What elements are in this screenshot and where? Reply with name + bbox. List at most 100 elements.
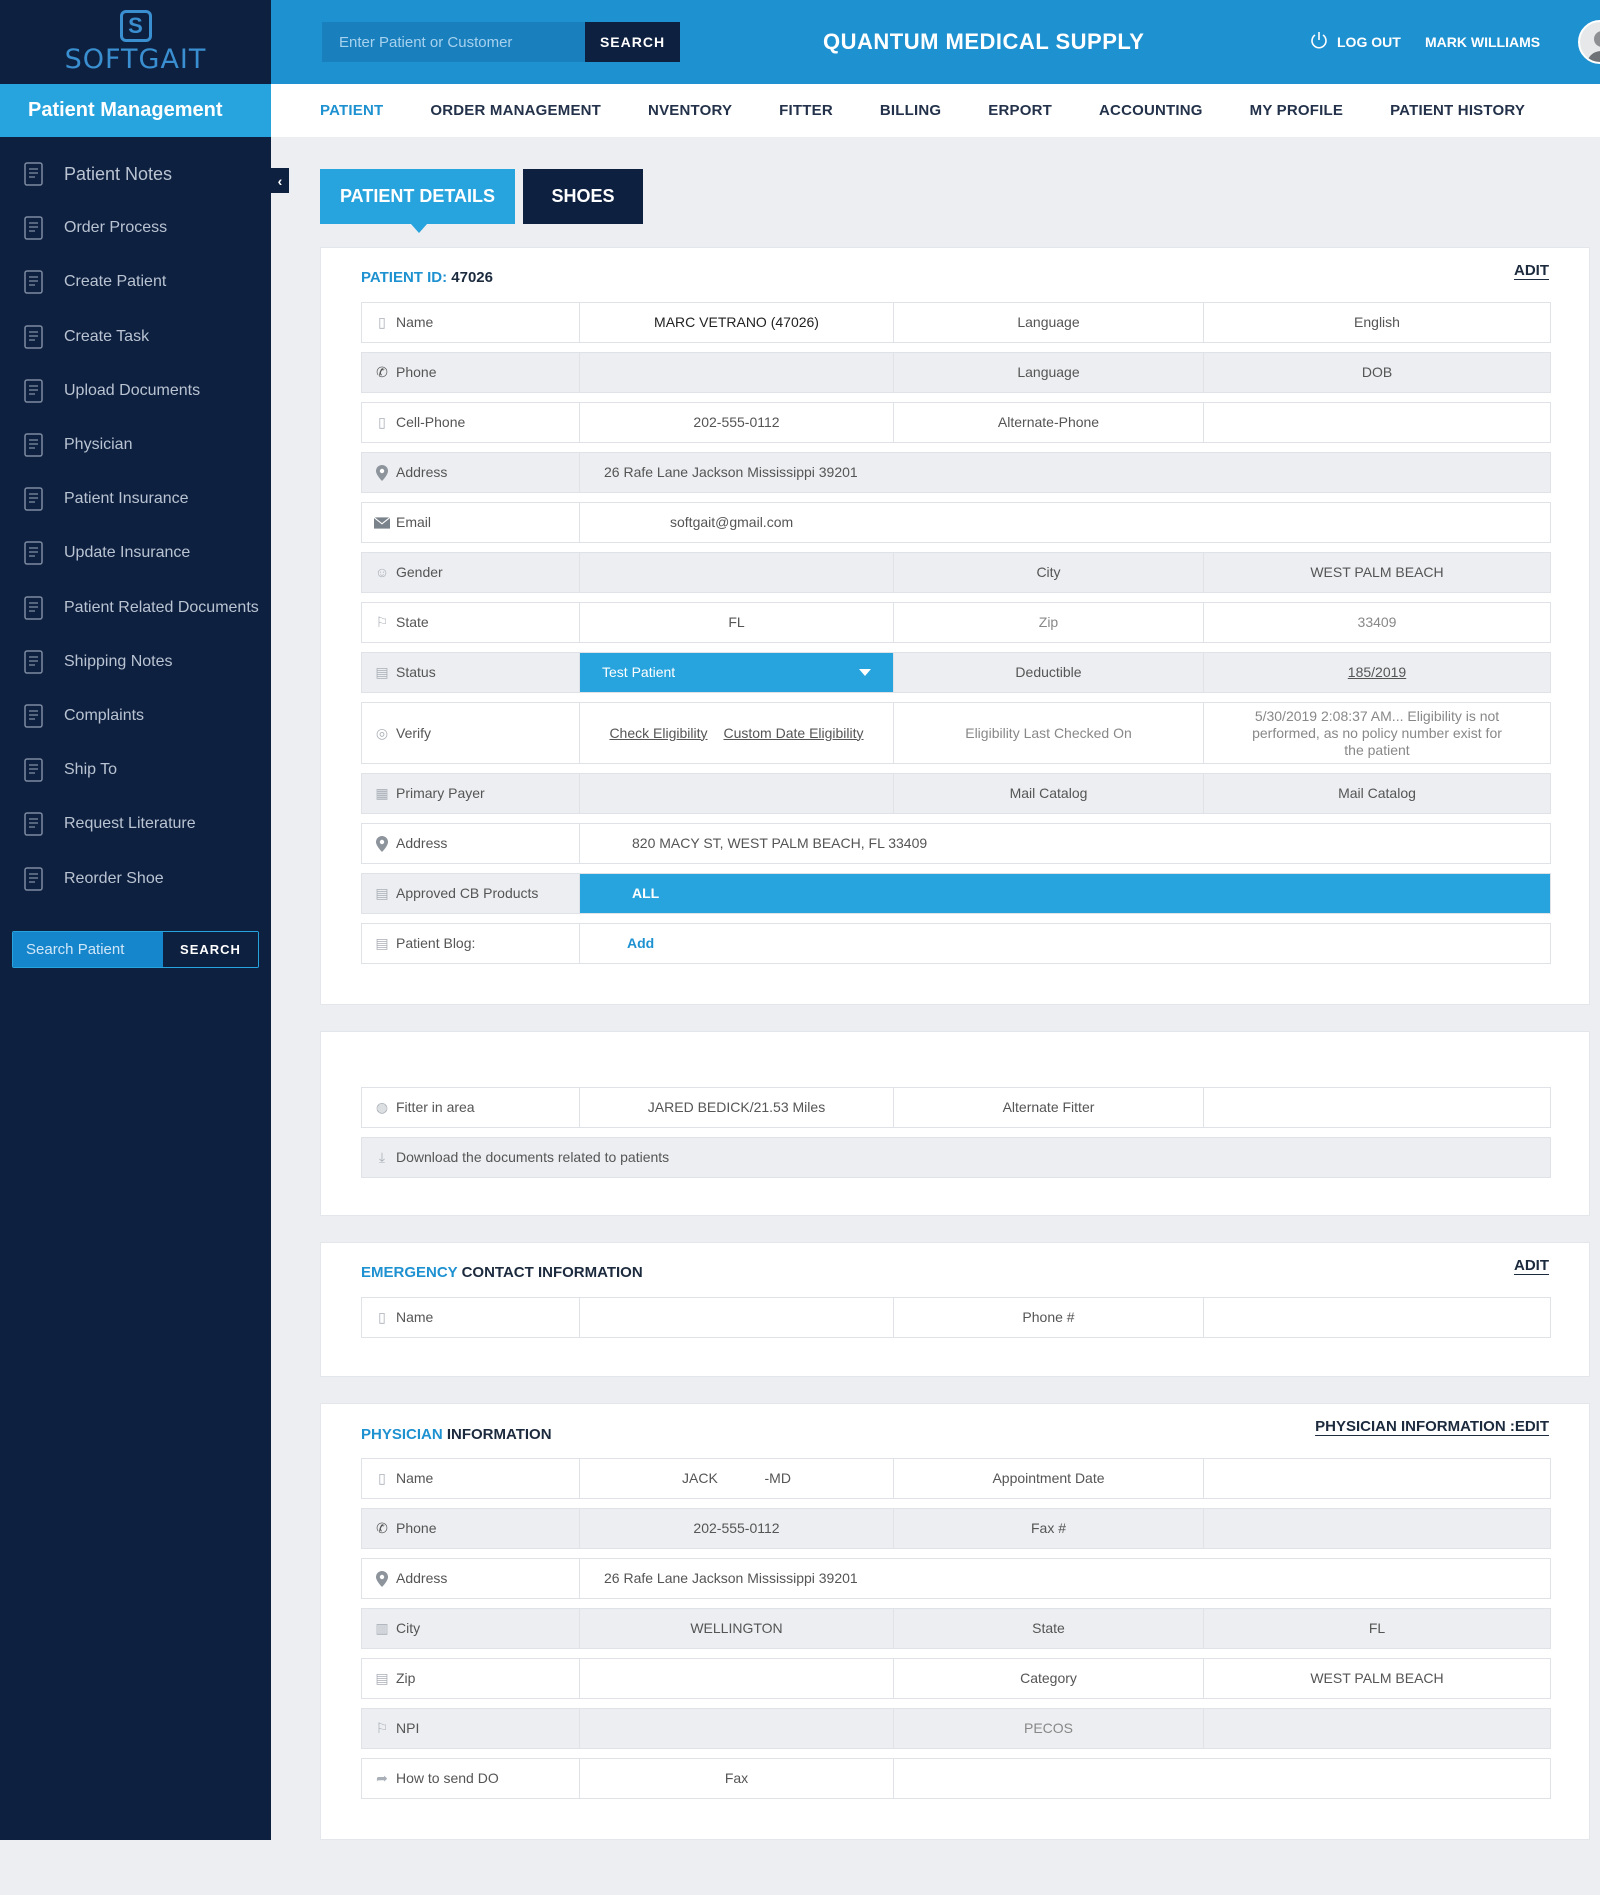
patient-id-heading: PATIENT ID: 47026 (361, 269, 493, 286)
insurance-icon (20, 484, 50, 514)
sidebar-item-label: Create Patient (64, 273, 167, 291)
sidebar-search: SEARCH (12, 931, 259, 968)
custom-date-eligibility-link[interactable]: Custom Date Eligibility (723, 724, 864, 741)
nav-patient[interactable]: PATIENT (320, 102, 384, 119)
id-card-icon: ▯ (378, 1309, 386, 1325)
sidebar-search-button[interactable]: SEARCH (163, 932, 258, 967)
sidebar-item-complaints[interactable]: Complaints (0, 689, 271, 743)
download-icon: ⤓ (378, 1149, 386, 1165)
logout-label: LOG OUT (1337, 33, 1401, 50)
fitter-panel: ◍ Fitter in area JARED BEDICK/21.53 Miles… (320, 1031, 1590, 1216)
row-approved-cb-products: ▤ Approved CB Products ALL (361, 873, 1551, 914)
row-physician-city: ▥ City WELLINGTON State FL (361, 1608, 1551, 1649)
dropdown-caret-icon (859, 669, 871, 676)
sidebar-item-patient-insurance[interactable]: Patient Insurance (0, 472, 271, 526)
row-download-documents[interactable]: ⤓ Download the documents related to patie… (361, 1137, 1551, 1178)
physician-edit-link[interactable]: PHYSICIAN INFORMATION :EDIT (1315, 1418, 1549, 1435)
physician-heading: PHYSICIAN INFORMATION (361, 1426, 552, 1443)
softgait-logo[interactable]: S SOFTGAIT (0, 0, 271, 84)
sidebar-item-label: Patient Related Documents (64, 598, 259, 616)
sidebar-item-label: Physician (64, 436, 133, 454)
nav-fitter[interactable]: FITTER (779, 102, 833, 119)
logo-text: SOFTGAIT (64, 43, 207, 75)
check-circle-icon: ◎ (375, 724, 389, 741)
sidebar-item-upload-documents[interactable]: Upload Documents (0, 364, 271, 418)
literature-icon (20, 809, 50, 839)
sidebar-item-label: Create Task (64, 327, 150, 345)
logout-button[interactable]: LOG OUT (1309, 30, 1401, 53)
nav-billing[interactable]: BILLING (879, 102, 942, 119)
building-icon: ▥ (375, 1620, 389, 1636)
sidebar-item-create-task[interactable]: Create Task (0, 310, 271, 364)
patient-search-button[interactable]: SEARCH (585, 22, 680, 62)
status-select[interactable]: Test Patient (580, 653, 894, 692)
sidebar-item-create-patient[interactable]: Create Patient (0, 255, 271, 309)
check-eligibility-link[interactable]: Check Eligibility (609, 724, 708, 741)
nav-my-profile[interactable]: MY PROFILE (1249, 102, 1344, 119)
emergency-edit-link[interactable]: ADIT (1514, 1257, 1549, 1274)
nav-accounting[interactable]: ACCOUNTING (1099, 102, 1203, 119)
row-physician-address: Address 26 Rafe Lane Jackson Mississippi… (361, 1558, 1551, 1599)
row-status: ▤ Status Test Patient Deductible 185/2019 (361, 652, 1551, 693)
sidebar-item-label: Complaints (64, 706, 145, 724)
sidebar-title: Patient Management (0, 84, 271, 137)
sidebar-item-label: Ship To (64, 761, 118, 779)
patient-edit-link[interactable]: ADIT (1514, 262, 1549, 279)
mobile-icon: ▯ (378, 414, 386, 430)
patient-name-value: MARC VETRANO (47026) (580, 303, 894, 342)
nav-order-management[interactable]: ORDER MANAGEMENT (430, 102, 602, 119)
status-icon: ▤ (375, 664, 389, 680)
sidebar-search-input[interactable] (13, 932, 163, 967)
avatar[interactable] (1578, 20, 1600, 64)
deductible-link[interactable]: 185/2019 (1347, 664, 1407, 680)
sidebar-item-label: Reorder Shoe (64, 869, 164, 887)
send-icon: ➦ (376, 1770, 388, 1786)
truck-icon (20, 213, 50, 243)
row-name: ▯ Name MARC VETRANO (47026) Language Engl… (361, 302, 1551, 343)
sidebar-item-order-process[interactable]: Order Process (0, 201, 271, 255)
row-physician-npi: ⚐ NPI PECOS (361, 1708, 1551, 1749)
sidebar-menu: Patient Notes Order Process Create Patient… (0, 147, 271, 906)
power-icon (1309, 30, 1329, 53)
cb-products-select[interactable]: ALL (580, 874, 1550, 913)
id-card-icon: ▯ (378, 1470, 386, 1486)
sidebar-item-label: Update Insurance (64, 544, 191, 562)
task-icon (20, 322, 50, 352)
blog-icon: ▤ (375, 935, 389, 951)
shield-icon (20, 538, 50, 568)
row-fitter: ◍ Fitter in area JARED BEDICK/21.53 Miles… (361, 1087, 1551, 1128)
logo-mark-icon: S (119, 9, 152, 42)
physician-icon (20, 430, 50, 460)
tab-patient-details[interactable]: PATIENT DETAILS (320, 169, 515, 233)
nav-nventory[interactable]: NVENTORY (648, 102, 733, 119)
sidebar-item-label: Upload Documents (64, 381, 201, 399)
mail-icon (374, 515, 390, 531)
row-how-to-send-do: ➦ How to send DO Fax (361, 1758, 1551, 1799)
patient-search-input[interactable] (322, 22, 585, 62)
nav-erport[interactable]: ERPORT (988, 102, 1052, 119)
sidebar-item-patient-related-documents[interactable]: Patient Related Documents (0, 581, 271, 635)
fitter-icon: ◍ (375, 1099, 389, 1115)
sidebar-item-request-literature[interactable]: Request Literature (0, 797, 271, 851)
sidebar-item-ship-to[interactable]: Ship To (0, 743, 271, 797)
sidebar-item-shipping-notes[interactable]: Shipping Notes (0, 635, 271, 689)
map-pin-icon (374, 1570, 390, 1587)
sidebar-item-label: Patient Insurance (64, 490, 189, 508)
nav-patient-history[interactable]: PATIENT HISTORY (1390, 102, 1526, 119)
row-physician-zip: ▤ Zip Category WEST PALM BEACH (361, 1658, 1551, 1699)
sidebar-item-patient-notes[interactable]: Patient Notes (0, 147, 271, 201)
sidebar-item-update-insurance[interactable]: Update Insurance (0, 526, 271, 580)
map-pin-icon (374, 835, 390, 852)
collapse-sidebar-button[interactable]: ‹ (271, 168, 289, 193)
tab-shoes[interactable]: SHOES (523, 169, 643, 224)
zip-icon: ▤ (375, 1670, 389, 1686)
flag-icon: ⚐ (375, 614, 389, 630)
add-blog-link[interactable]: Add (627, 935, 655, 951)
user-name[interactable]: MARK WILLIAMS (1425, 34, 1541, 50)
sidebar: S SOFTGAIT Patient Management Patient No… (0, 0, 271, 1840)
sidebar-item-reorder-shoe[interactable]: Reorder Shoe (0, 851, 271, 905)
sidebar-item-physician[interactable]: Physician (0, 418, 271, 472)
complaints-icon (20, 701, 50, 731)
row-phone: ✆ Phone Language DOB (361, 352, 1551, 393)
row-verify: ◎ Verify Check Eligibility Custom Date Eli… (361, 702, 1551, 764)
